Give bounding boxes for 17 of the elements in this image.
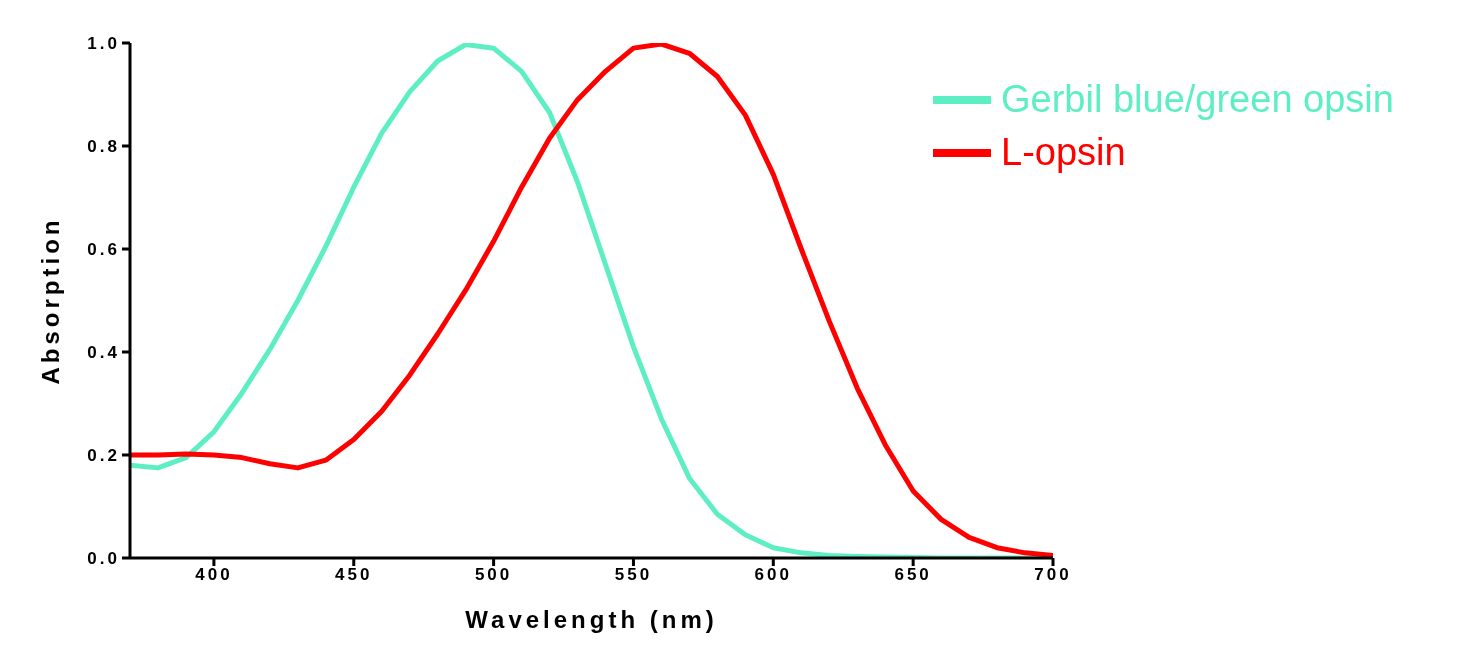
y-tick-label: 0.8	[87, 137, 120, 157]
x-tick-label: 550	[614, 565, 653, 585]
y-tick-label: 1.0	[87, 34, 120, 54]
y-tick-label: 0.6	[87, 240, 120, 260]
x-axis-title: Wavelength (nm)	[465, 606, 718, 633]
y-tick-label: 0.2	[87, 446, 120, 466]
y-tick-label: 0.4	[87, 343, 120, 363]
x-tick-label: 600	[754, 565, 792, 585]
legend-label: Gerbil blue/green opsin	[1001, 78, 1394, 121]
y-tick-label: 0.0	[87, 549, 120, 569]
x-tick-label: 700	[1034, 565, 1072, 585]
x-tick-label: 450	[335, 565, 373, 585]
y-axis-title: Absorption	[36, 216, 64, 385]
x-tick-label: 500	[474, 565, 513, 585]
x-tick-label: 650	[894, 565, 932, 585]
x-tick-label: 400	[195, 565, 233, 585]
legend-label: L-opsin	[1001, 131, 1126, 174]
